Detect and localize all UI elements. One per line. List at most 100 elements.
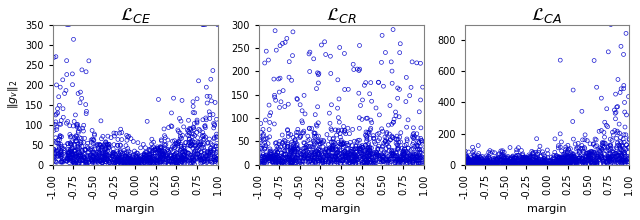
Point [161,158,171,161]
Point [255,162,266,165]
Point [381,162,392,165]
Point [348,152,358,156]
Point [372,133,382,136]
Point [486,163,496,166]
Point [478,159,488,162]
Point [108,151,118,155]
Point [367,146,377,150]
Point [275,76,285,80]
Point [502,158,513,161]
Point [489,158,499,162]
Point [198,143,208,147]
Point [265,147,275,151]
Point [96,148,106,151]
Point [147,159,157,162]
Point [51,160,61,164]
Point [335,158,346,162]
Point [358,160,369,163]
Point [289,154,300,158]
Point [330,154,340,157]
Point [156,160,166,163]
Point [122,134,132,137]
Point [491,161,501,165]
Point [123,163,133,167]
Point [366,160,376,163]
Point [541,161,551,164]
Point [148,149,158,152]
Point [95,143,105,147]
Point [468,154,479,157]
Point [176,119,186,123]
Point [124,154,134,158]
Point [189,122,200,125]
Point [136,159,146,163]
Point [474,162,484,166]
Point [622,160,632,164]
Point [257,162,267,165]
Point [66,148,76,151]
Point [87,160,97,163]
Point [312,87,322,90]
Point [62,157,72,160]
Point [97,145,108,149]
Point [497,149,508,152]
Point [473,162,483,165]
Point [569,160,579,164]
Point [621,159,632,163]
Point [388,151,398,155]
Point [152,159,162,163]
Point [497,158,508,162]
Point [125,161,136,164]
Point [280,139,291,143]
Point [69,143,79,146]
Point [408,161,418,165]
Point [72,135,82,138]
Point [549,159,559,163]
Point [531,155,541,159]
Point [362,131,372,134]
Point [552,156,563,159]
Point [554,160,564,163]
Point [164,158,175,162]
Point [615,145,625,149]
Point [288,145,298,148]
Point [589,163,600,166]
Point [519,163,529,167]
Point [100,158,110,161]
Point [308,153,318,156]
Point [346,160,356,163]
Point [506,163,516,166]
Point [131,155,141,159]
Point [485,152,495,155]
Point [568,137,579,141]
Point [108,153,118,156]
Point [281,160,291,164]
Point [564,162,575,166]
Point [115,153,125,157]
Point [180,158,191,161]
Point [611,155,621,158]
Point [322,154,332,158]
Point [95,143,106,147]
Point [274,160,284,163]
Point [531,160,541,163]
Point [157,150,168,153]
Point [528,158,538,161]
Point [271,153,282,157]
Point [567,159,577,163]
Point [324,137,335,140]
Point [202,150,212,153]
Point [202,95,212,98]
Point [275,106,285,109]
Point [393,161,403,164]
Point [72,155,83,159]
Point [264,159,274,163]
Point [495,163,506,167]
Point [58,160,68,163]
Point [73,142,83,146]
Point [316,148,326,152]
Point [394,160,404,164]
Point [202,161,212,164]
Point [112,158,122,162]
Point [378,159,388,162]
